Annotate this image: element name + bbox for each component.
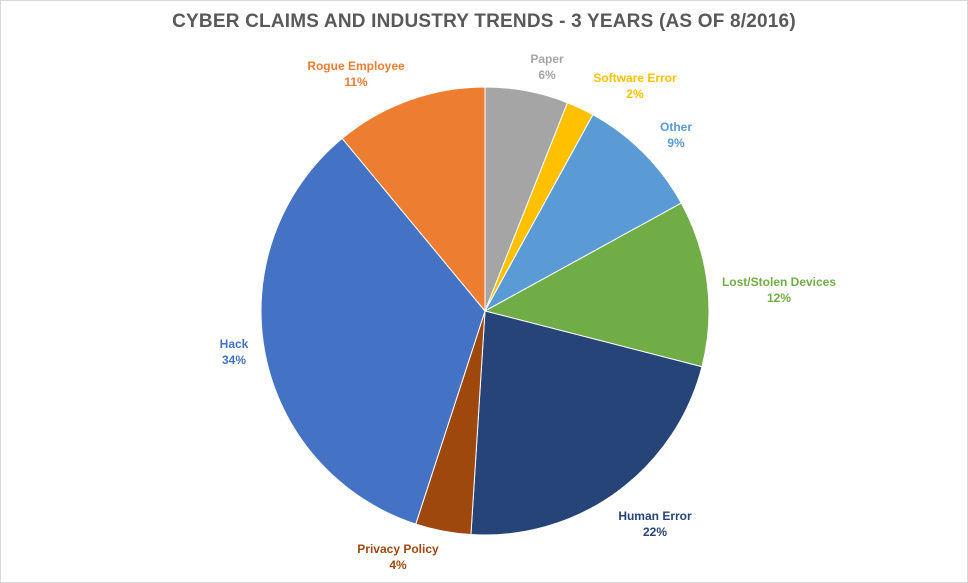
pie-slice-human-error bbox=[470, 310, 703, 536]
label-value-software-error: 2% bbox=[626, 87, 644, 101]
label-rogue-employee: Rogue Employee bbox=[307, 59, 405, 73]
label-hack: Hack bbox=[220, 337, 249, 351]
label-lost-stolen-devices: Lost/Stolen Devices bbox=[722, 275, 836, 289]
label-value-human-error: 22% bbox=[643, 525, 667, 539]
label-value-other: 9% bbox=[667, 136, 685, 150]
label-software-error: Software Error bbox=[593, 71, 677, 85]
pie-slice-hack bbox=[260, 137, 486, 525]
label-value-hack: 34% bbox=[222, 353, 246, 367]
label-value-rogue-employee: 11% bbox=[344, 75, 368, 89]
pie-slice-lost-stolen-devices bbox=[483, 202, 710, 368]
pie-slice-rogue-employee bbox=[341, 86, 486, 313]
label-other: Other bbox=[660, 120, 692, 134]
pie-slice-other bbox=[483, 114, 682, 313]
label-privacy-policy: Privacy Policy bbox=[357, 542, 439, 556]
label-value-lost-stolen-devices: 12% bbox=[767, 291, 791, 305]
label-value-privacy-policy: 4% bbox=[389, 558, 407, 572]
label-human-error: Human Error bbox=[618, 509, 692, 523]
label-value-paper: 6% bbox=[538, 68, 556, 82]
chart-title: CYBER CLAIMS AND INDUSTRY TRENDS - 3 YEA… bbox=[172, 11, 796, 32]
label-paper: Paper bbox=[530, 52, 564, 66]
